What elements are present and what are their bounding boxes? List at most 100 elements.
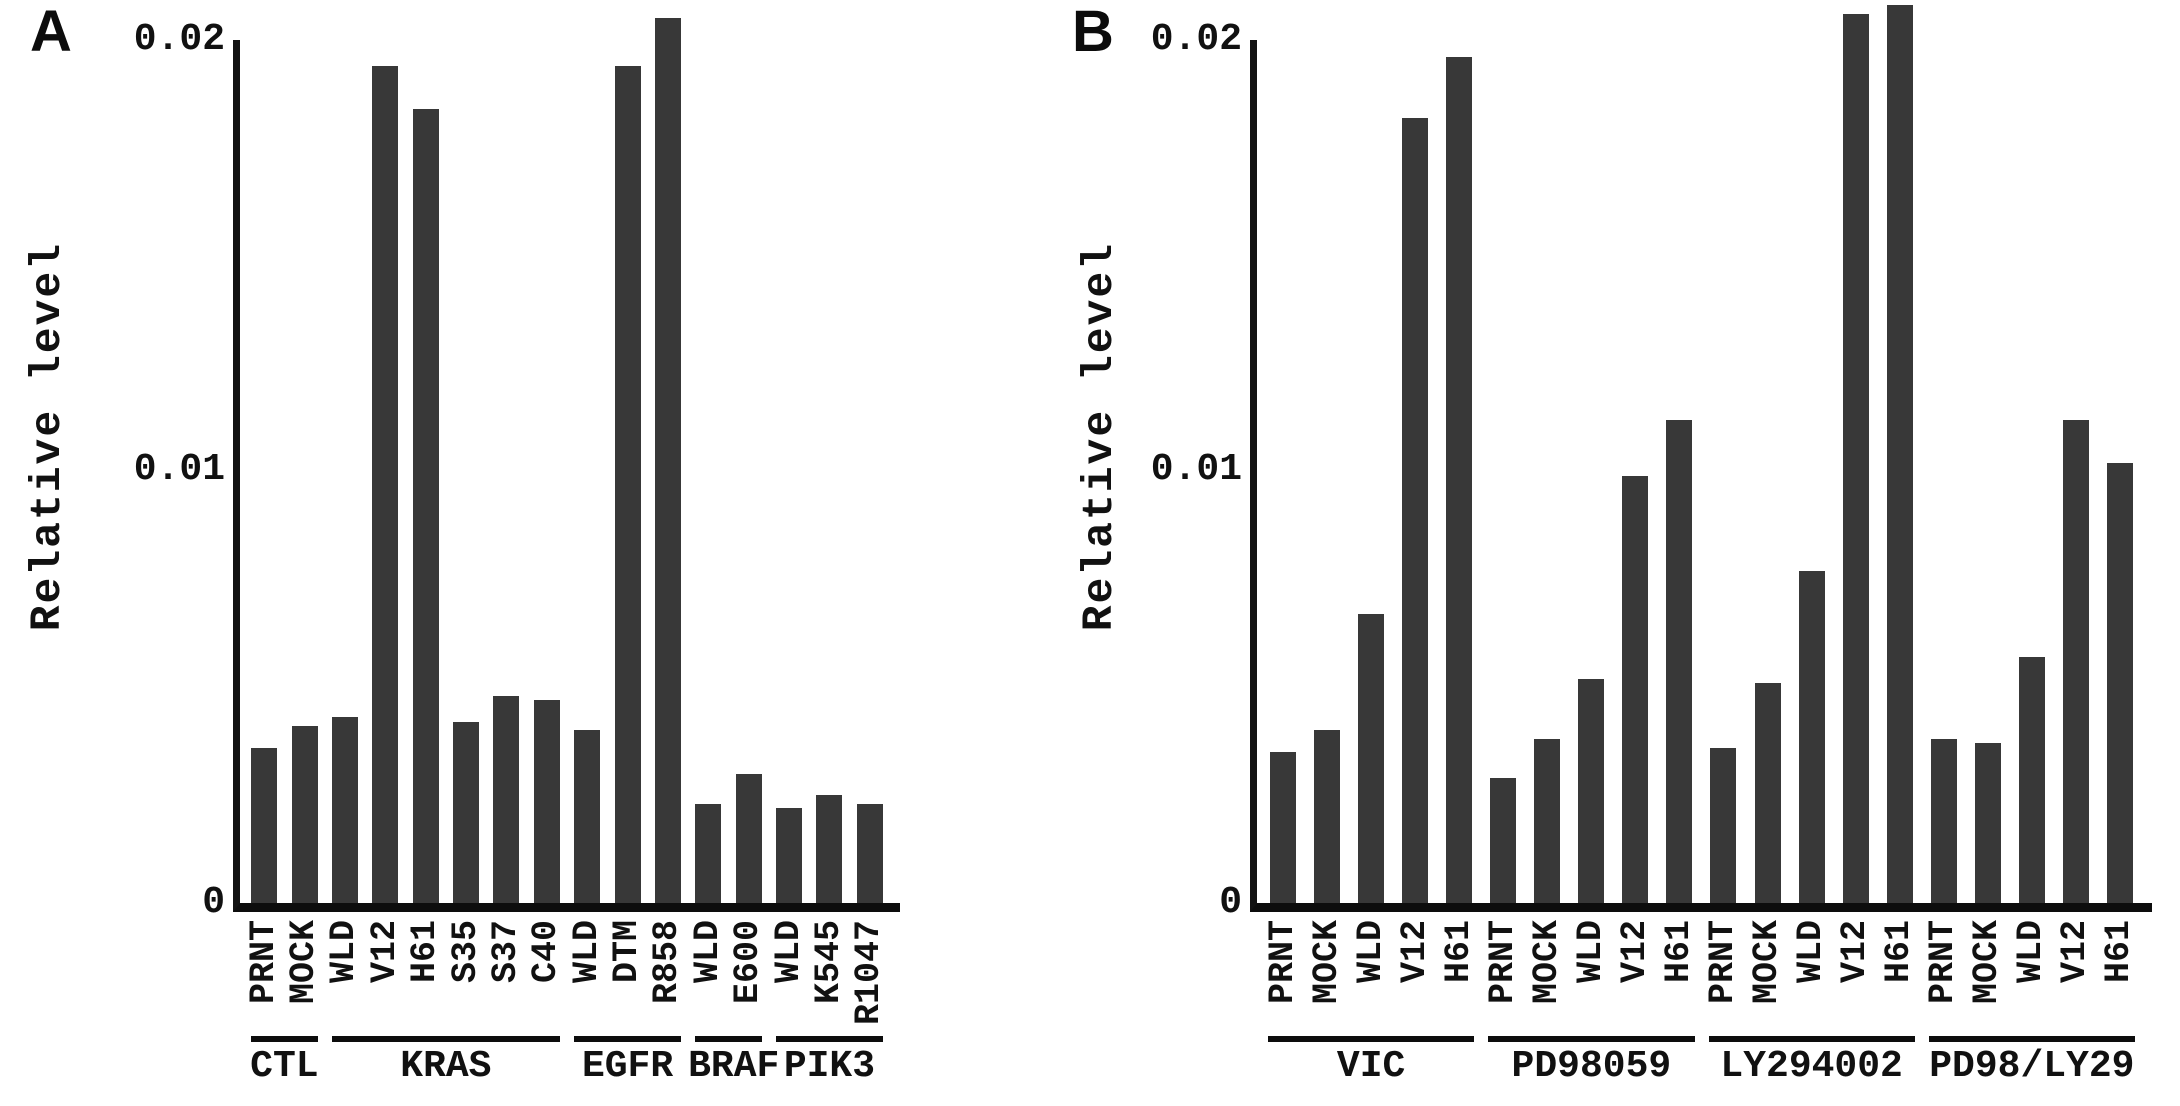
group-pik3: PIK3 — [769, 1036, 890, 1088]
x-label-slot: V12 — [1834, 920, 1878, 1036]
group-label: BRAF — [688, 1045, 780, 1088]
bar-slot — [1437, 40, 1481, 903]
y-axis-title-text: Relative level — [1075, 242, 1124, 632]
x-label-slot: WLD — [2010, 920, 2054, 1036]
group-label: PD98059 — [1511, 1045, 1672, 1088]
bar-prnt — [1270, 751, 1297, 903]
bar-mock — [1314, 730, 1341, 903]
bar-slot — [1569, 40, 1613, 903]
bar-wld — [776, 808, 803, 903]
x-axis-bar-label: H61 — [2099, 920, 2140, 984]
bar-slot — [1701, 40, 1745, 903]
bars-b — [1261, 5, 2142, 903]
bar-slot — [1349, 40, 1393, 903]
bar-slot — [1657, 40, 1701, 903]
bar-slot — [688, 40, 728, 903]
group-underline — [1708, 1036, 1915, 1042]
group-egfr: EGFR — [567, 1036, 688, 1088]
x-axis-bar-label: WLD — [1570, 920, 1611, 984]
group-label: LY294002 — [1720, 1045, 1903, 1088]
bar-slot — [2098, 40, 2142, 903]
bar-slot — [607, 40, 647, 903]
bar-mock — [291, 726, 318, 903]
bar-h61 — [2106, 462, 2133, 903]
bar-slot — [1481, 40, 1525, 903]
bar-slot — [244, 40, 284, 903]
x-axis-bar-label: MOCK — [1747, 920, 1788, 1005]
group-label: EGFR — [581, 1045, 674, 1088]
x-axis-bar-label: H61 — [1658, 920, 1699, 984]
y-tick-label-0point02: 0.02 — [133, 18, 225, 61]
group-row-a: CTL KRAS EGFR BRAF PIK3 — [240, 1036, 900, 1088]
bar-slot — [1393, 40, 1437, 903]
x-axis-bar-label: V12 — [1835, 920, 1876, 984]
bar-wld — [1798, 570, 1825, 903]
bar-slot — [1261, 40, 1305, 903]
bar-slot — [729, 40, 769, 903]
bar-h61 — [1886, 5, 1913, 903]
bars-a — [244, 18, 890, 903]
x-label-slot: H61 — [1878, 920, 1922, 1036]
bar-slot — [1305, 40, 1349, 903]
bar-slot — [809, 40, 849, 903]
bar-slot — [486, 40, 526, 903]
bar-slot — [446, 40, 486, 903]
group-label: PIK3 — [783, 1045, 876, 1088]
bar-slot — [2054, 40, 2098, 903]
x-label-slot: PRNT — [1481, 920, 1525, 1036]
plot-area-b — [1250, 5, 2152, 912]
x-axis-bar-label: WLD — [1791, 920, 1832, 984]
group-row-b: VIC PD98059 LY294002 PD98/LY29 — [1257, 1036, 2152, 1088]
group-pd98059: PD98059 — [1481, 1036, 1701, 1088]
group-ctl: CTL — [244, 1036, 325, 1088]
bar-mock — [1754, 682, 1781, 903]
x-label-slot: V12 — [2054, 920, 2098, 1036]
bar-slot — [527, 40, 567, 903]
bar-slot — [1613, 40, 1657, 903]
bar-mock — [1974, 743, 2001, 903]
x-axis-bar-label: V12 — [1614, 920, 1655, 984]
bar-slot — [325, 40, 365, 903]
bar-v12 — [1402, 117, 1429, 903]
bar-slot — [1790, 40, 1834, 903]
x-label-slot: PRNT — [1701, 920, 1745, 1036]
bar-mock — [1534, 739, 1561, 903]
y-tick-label-0point02: 0.02 — [1150, 18, 1242, 61]
bar-v12 — [1842, 14, 1869, 903]
bar-v12 — [2062, 419, 2089, 903]
group-underline — [1488, 1036, 1695, 1042]
bar-h61 — [412, 109, 439, 903]
bar-wld — [695, 803, 722, 903]
bar-r1047 — [856, 803, 883, 903]
group-vic: VIC — [1261, 1036, 1481, 1088]
bar-slot — [769, 40, 809, 903]
group-underline — [331, 1036, 560, 1042]
x-label-slot: PRNT — [1261, 920, 1305, 1036]
bar-h61 — [1446, 57, 1473, 903]
group-braf: BRAF — [688, 1036, 780, 1088]
x-label-slot: H61 — [1437, 920, 1481, 1036]
x-axis-bar-label: PRNT — [1923, 920, 1964, 1005]
bar-dtm — [614, 65, 641, 903]
group-underline — [1928, 1036, 2135, 1042]
group-underline — [695, 1036, 762, 1042]
y-axis-title-b: Relative level — [1075, 242, 1124, 636]
bar-prnt — [1930, 739, 1957, 903]
bar-slot — [365, 40, 405, 903]
bar-slot — [2010, 40, 2054, 903]
panel-letter-b: B — [1072, 0, 1114, 64]
x-axis-bar-label: MOCK — [1526, 920, 1567, 1005]
bar-slot — [1878, 5, 1922, 903]
bar-slot — [1834, 14, 1878, 903]
bar-r858 — [654, 18, 681, 903]
group-underline — [574, 1036, 682, 1042]
bar-prnt — [1710, 747, 1737, 903]
bar-wld — [1358, 613, 1385, 903]
x-label-slot: V12 — [1393, 920, 1437, 1036]
group-label: PD98/LY29 — [1929, 1045, 2135, 1088]
x-label-slot: WLD — [1790, 920, 1834, 1036]
x-axis-bar-label: MOCK — [1967, 920, 2008, 1005]
x-axis-bar-label: H61 — [1438, 920, 1479, 984]
bar-s37 — [493, 695, 520, 903]
